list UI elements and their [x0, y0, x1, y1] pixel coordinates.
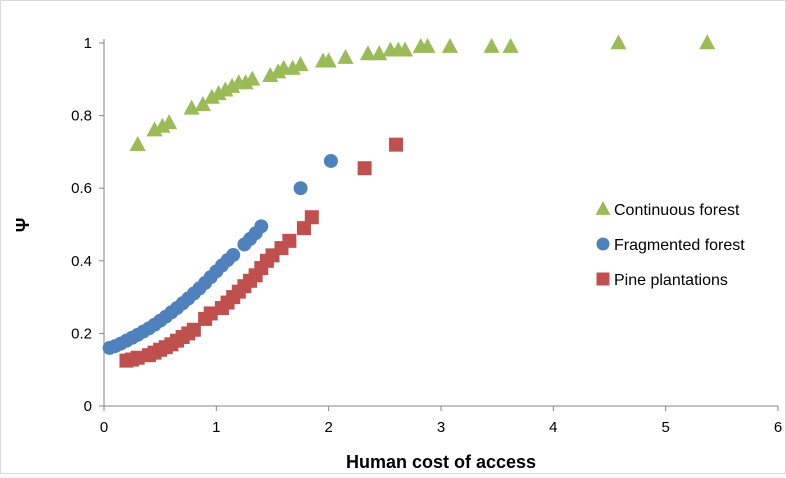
- x-tick-label: 4: [549, 419, 557, 436]
- data-point-pine-plantations: [296, 221, 311, 236]
- x-tick-label: 2: [324, 419, 332, 436]
- legend-marker-continuous-forest: [595, 200, 611, 215]
- x-tick-label: 1: [212, 419, 220, 436]
- y-tick-label: 0.6: [71, 180, 92, 197]
- data-point-pine-plantations: [357, 161, 372, 176]
- data-point-pine-plantations: [130, 350, 145, 365]
- series-pine-plantations: [119, 137, 404, 368]
- data-point-continuous-forest: [483, 37, 500, 53]
- data-point-fragmented-forest: [293, 181, 308, 196]
- data-point-continuous-forest: [161, 114, 178, 130]
- legend-label-fragmented-forest: Fragmented forest: [614, 237, 745, 254]
- data-point-continuous-forest: [502, 37, 519, 53]
- legend-label-pine-plantations: Pine plantations: [614, 272, 728, 289]
- x-tick-label: 3: [437, 419, 445, 436]
- y-tick-label: 0.4: [71, 253, 92, 270]
- data-point-continuous-forest: [610, 34, 627, 50]
- data-point-continuous-forest: [337, 48, 354, 64]
- data-point-fragmented-forest: [226, 247, 241, 262]
- data-point-continuous-forest: [419, 37, 436, 53]
- y-axis-title: Ψ: [13, 218, 33, 233]
- data-point-continuous-forest: [129, 135, 146, 151]
- data-point-continuous-forest: [441, 37, 459, 53]
- tick-labels: 0 1 2 3 4 5 6 0 0.2 0.4 0.6 0.8 1: [71, 35, 782, 436]
- legend-marker-fragmented-forest: [596, 237, 610, 251]
- x-tick-label: 5: [661, 419, 669, 436]
- data-point-continuous-forest: [359, 45, 377, 61]
- x-tick-label: 6: [774, 419, 782, 436]
- data-point-continuous-forest: [194, 96, 211, 112]
- axes: [99, 39, 779, 411]
- x-axis-title: Human cost of access: [346, 452, 536, 472]
- data-point-pine-plantations: [186, 322, 201, 337]
- series-fragmented-forest: [102, 153, 338, 355]
- data-point-pine-plantations: [282, 233, 297, 248]
- legend: Continuous forest Fragmented forest Pine p…: [595, 200, 745, 289]
- y-tick-label: 0.2: [71, 325, 92, 342]
- data-point-continuous-forest: [699, 34, 716, 50]
- data-point-continuous-forest: [397, 41, 414, 57]
- data-point-pine-plantations: [203, 306, 218, 321]
- data-point-continuous-forest: [292, 56, 309, 72]
- x-tick-label: 0: [100, 419, 108, 436]
- data-point-fragmented-forest: [323, 153, 338, 168]
- data-point-pine-plantations: [389, 137, 404, 152]
- y-tick-label: 1: [84, 35, 92, 52]
- y-tick-label: 0.8: [71, 108, 92, 125]
- data-point-pine-plantations: [304, 210, 319, 225]
- series-continuous-forest: [129, 34, 716, 151]
- legend-marker-pine-plantations: [596, 272, 610, 286]
- data-series: [102, 34, 716, 368]
- y-tick-label: 0: [84, 398, 92, 415]
- data-point-fragmented-forest: [254, 219, 269, 234]
- legend-label-continuous-forest: Continuous forest: [614, 202, 740, 219]
- data-point-continuous-forest: [244, 70, 261, 86]
- data-point-continuous-forest: [320, 52, 337, 68]
